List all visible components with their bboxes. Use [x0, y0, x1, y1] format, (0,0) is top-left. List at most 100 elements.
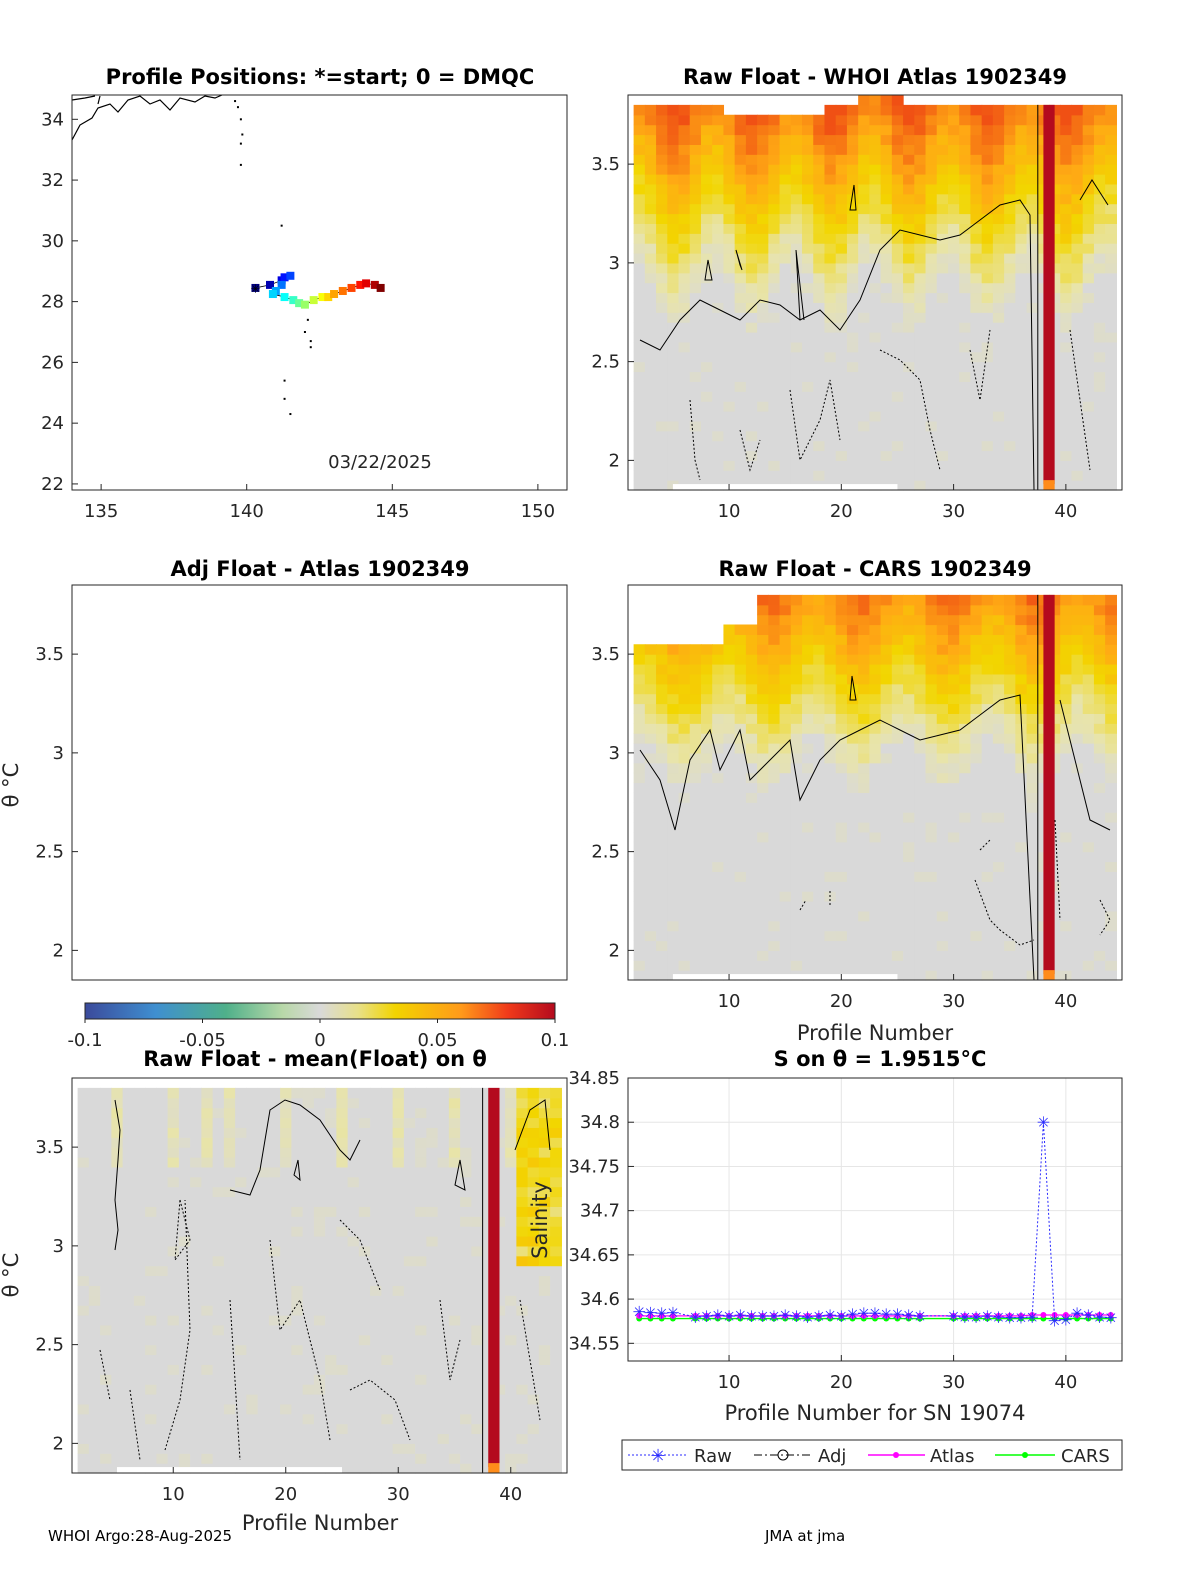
heatmap-cell: [835, 262, 848, 274]
heatmap-cell: [77, 1413, 90, 1425]
heatmap-cell: [745, 154, 758, 165]
heatmap-cell: [947, 891, 960, 902]
heatmap-cell: [280, 1087, 292, 1099]
heatmap-cell: [1093, 292, 1106, 303]
heatmap-cell: [846, 312, 859, 323]
heatmap-cell: [858, 104, 870, 116]
heatmap-cell: [981, 312, 994, 323]
heatmap-cell: [947, 861, 960, 872]
heatmap-cell: [700, 183, 713, 195]
heatmap-cell: [1049, 302, 1061, 313]
heatmap-cell: [426, 1176, 439, 1188]
heatmap-cell: [644, 772, 657, 784]
heatmap-cell: [689, 752, 702, 764]
heatmap-cell: [88, 1315, 101, 1326]
heatmap-cell: [471, 1087, 484, 1099]
heatmap-cell: [656, 752, 668, 764]
heatmap-cell: [802, 193, 814, 205]
heatmap-cell: [1082, 114, 1095, 126]
heatmap-cell: [880, 312, 893, 323]
heatmap-cell: [745, 401, 758, 412]
heatmap-cell: [1049, 183, 1061, 195]
heatmap-cell: [880, 262, 893, 274]
heatmap-cell: [947, 960, 960, 971]
heatmap-cell: [460, 1157, 472, 1168]
heatmap-cell: [891, 861, 904, 872]
heatmap-cell: [970, 743, 983, 754]
heatmap-cell: [745, 693, 758, 705]
heatmap-cell: [880, 733, 893, 744]
heatmap-cell: [313, 1413, 326, 1425]
heatmap-cell: [656, 361, 668, 373]
heatmap-cell: [1015, 644, 1028, 655]
heatmap-cell: [891, 203, 904, 215]
heatmap-cell: [1093, 930, 1106, 942]
heatmap-cell: [88, 1176, 101, 1188]
heatmap-cell: [745, 871, 758, 882]
heatmap-cell: [723, 262, 736, 274]
heatmap-cell: [734, 470, 747, 481]
heatmap-cell: [1071, 282, 1084, 294]
heatmap-cell: [914, 203, 927, 215]
heatmap-cell: [201, 1186, 214, 1198]
heatmap-cell: [156, 1137, 169, 1148]
heatmap-cell: [392, 1206, 405, 1217]
heatmap-cell: [667, 272, 680, 284]
heatmap-cell: [633, 430, 646, 442]
heatmap-cell: [768, 693, 781, 705]
heatmap-cell: [835, 604, 848, 616]
heatmap-cell: [313, 1394, 326, 1405]
heatmap-cell: [734, 644, 747, 655]
heatmap-cell: [212, 1413, 225, 1425]
heatmap-cell: [633, 440, 646, 452]
heatmap-cell: [1004, 282, 1016, 294]
heatmap-cell: [925, 654, 938, 665]
heatmap-cell: [992, 213, 1005, 224]
heatmap-cell: [347, 1226, 360, 1237]
heatmap-cell: [947, 381, 960, 392]
heatmap-cell: [914, 164, 927, 175]
heatmap-cell: [656, 440, 668, 452]
heatmap-cell: [757, 614, 769, 626]
heatmap-cell: [1015, 272, 1028, 284]
heatmap-cell: [768, 901, 781, 912]
x-tick-label: 40: [1054, 501, 1077, 522]
heatmap-cell: [633, 970, 646, 981]
heatmap-cell: [925, 233, 938, 244]
heatmap-cell: [802, 183, 814, 195]
heatmap-cell: [325, 1413, 337, 1425]
heatmap-cell: [381, 1127, 394, 1138]
heatmap-cell: [167, 1236, 180, 1247]
heatmap-cell: [667, 772, 680, 784]
heatmap-cell: [700, 910, 713, 922]
heatmap-cell: [257, 1403, 270, 1415]
heatmap-cell: [1105, 594, 1117, 606]
heatmap-cell: [1105, 440, 1117, 452]
heatmap-cell: [347, 1157, 360, 1168]
heatmap-cell: [712, 401, 725, 412]
heatmap-cell: [235, 1206, 247, 1217]
heatmap-cell: [745, 193, 758, 205]
heatmap-cell: [145, 1186, 157, 1198]
heatmap-cell: [757, 812, 769, 823]
heatmap-cell: [813, 851, 826, 863]
heatmap-cell: [802, 634, 814, 645]
heatmap-cell: [370, 1127, 382, 1138]
heatmap-cell: [133, 1137, 146, 1148]
x-tick-label: 145: [375, 501, 409, 522]
heatmap-cell: [1004, 470, 1016, 481]
heatmap-cell: [1015, 183, 1028, 195]
heatmap-cell: [768, 460, 781, 471]
heatmap-cell: [790, 871, 803, 882]
heatmap-cell: [644, 312, 657, 323]
heatmap-cell: [880, 430, 893, 442]
track-point: [309, 296, 318, 305]
heatmap-cell: [779, 401, 792, 412]
heatmap-cell: [689, 940, 702, 951]
heatmap-cell: [947, 940, 960, 951]
heatmap-cell: [201, 1137, 214, 1148]
heatmap-cell: [700, 193, 713, 205]
heatmap-cell: [1071, 822, 1084, 833]
heatmap-cell: [734, 164, 747, 175]
heatmap-cell: [415, 1443, 427, 1454]
